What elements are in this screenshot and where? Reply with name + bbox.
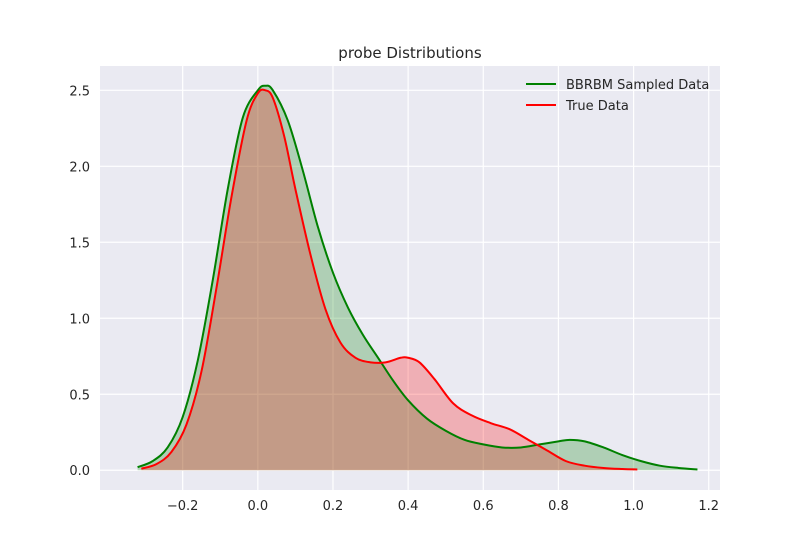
y-tick-label: 1.0 bbox=[69, 312, 90, 327]
series-lines bbox=[137, 84, 698, 471]
x-tick-label: 0.4 bbox=[398, 499, 419, 514]
series-area-1 bbox=[141, 89, 638, 471]
chart-title: probe Distributions bbox=[338, 44, 482, 62]
y-tick-label: 1.5 bbox=[69, 236, 90, 251]
x-tick-label: 0.0 bbox=[247, 499, 268, 514]
x-tick-label: 1.0 bbox=[623, 499, 644, 514]
area-fills bbox=[137, 85, 698, 471]
y-tick-label: 2.5 bbox=[69, 84, 90, 99]
legend: BBRBM Sampled Data True Data bbox=[526, 78, 709, 114]
x-tick-label: 0.6 bbox=[473, 499, 494, 514]
grid-lines bbox=[100, 66, 720, 490]
series-area-0 bbox=[137, 85, 698, 471]
x-tick-label: 0.2 bbox=[323, 499, 344, 514]
plot-area bbox=[100, 66, 720, 490]
series-line-1 bbox=[141, 88, 638, 471]
y-tick-label: 0.5 bbox=[69, 388, 90, 403]
x-axis-ticks: −0.2 0.0 0.2 0.4 0.6 0.8 1.0 1.2 bbox=[167, 499, 719, 514]
legend-label: True Data bbox=[565, 99, 629, 114]
y-axis-ticks: 0.0 0.5 1.0 1.5 2.0 2.5 bbox=[69, 84, 90, 479]
x-tick-label: −0.2 bbox=[167, 499, 199, 514]
x-tick-label: 1.2 bbox=[698, 499, 719, 514]
y-tick-label: 0.0 bbox=[69, 464, 90, 479]
y-tick-label: 2.0 bbox=[69, 160, 90, 175]
x-tick-label: 0.8 bbox=[548, 499, 569, 514]
legend-label: BBRBM Sampled Data bbox=[566, 78, 709, 93]
